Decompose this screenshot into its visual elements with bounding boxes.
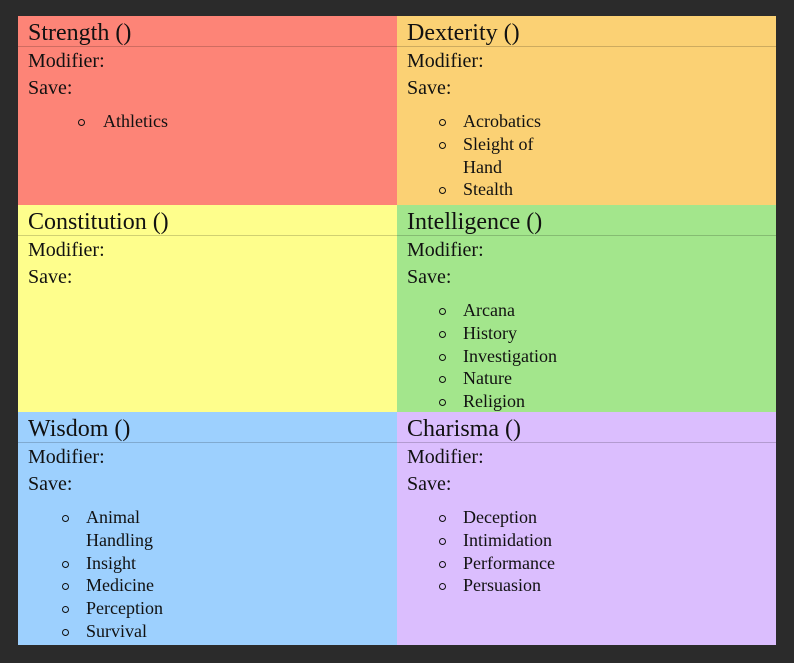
skill-item: Animal Handling: [62, 506, 168, 552]
bullet: [439, 119, 446, 126]
bullet: [439, 399, 446, 407]
bullet: [62, 515, 69, 522]
modifier-label: Modifier:: [407, 50, 484, 72]
bullet: [62, 583, 69, 591]
skill-name: History: [463, 322, 517, 343]
bullet: [439, 560, 446, 568]
title-rule: [18, 235, 397, 236]
skill-name: Athletics: [103, 111, 168, 131]
bullet: [62, 560, 69, 568]
save-label: Save:: [28, 266, 73, 288]
skill-name: Intimidation: [463, 529, 552, 550]
bullet: [439, 308, 446, 315]
save-label: Save:: [407, 266, 452, 288]
save-label: Save:: [28, 473, 73, 495]
skill-name: Medicine: [86, 575, 154, 596]
save-label: Save:: [407, 77, 452, 99]
skill-list: Acrobatics Sleight of Hand Stealth: [439, 110, 553, 201]
modifier-label: Modifier:: [28, 446, 105, 468]
ability-cell: Dexterity () Modifier: Save: Acrobatics Slei…: [397, 16, 776, 205]
title-rule: [397, 442, 776, 443]
ability-title: Constitution (): [28, 209, 169, 235]
skill-list: Deception Intimidation Performance Persuasi…: [439, 506, 663, 597]
skill-name: Investigation: [463, 345, 557, 366]
title-rule: [397, 46, 776, 47]
ability-title: Strength (): [28, 20, 132, 46]
ability-title: Charisma (): [407, 416, 521, 442]
skill-item: Nature: [439, 367, 663, 390]
skill-name: Animal Handling: [86, 507, 153, 550]
skill-list: Athletics: [78, 110, 303, 133]
skill-item: Deception: [439, 506, 663, 529]
bullet: [62, 628, 69, 636]
modifier-label: Modifier:: [407, 446, 484, 468]
skill-item: Investigation: [439, 345, 663, 368]
save-label: Save:: [28, 77, 73, 99]
bullet: [78, 119, 85, 126]
skill-item: Religion: [439, 390, 663, 412]
title-rule: [18, 442, 397, 443]
skill-name: Deception: [463, 507, 537, 527]
ability-cell: Wisdom () Modifier: Save: Animal Handling In…: [18, 412, 397, 645]
skill-name: Perception: [86, 598, 163, 619]
skill-item: Intimidation: [439, 529, 663, 552]
ability-cell: Intelligence () Modifier: Save: Arcana Histo…: [397, 205, 776, 412]
bullet: [439, 330, 446, 338]
skill-list: Animal Handling Insight Medicine Perception…: [62, 506, 168, 643]
skill-item: Survival: [62, 620, 168, 643]
skill-name: Acrobatics: [463, 111, 541, 131]
ability-title: Wisdom (): [28, 416, 131, 442]
bullet: [439, 515, 446, 522]
modifier-label: Modifier:: [28, 239, 105, 261]
save-label: Save:: [407, 473, 452, 495]
ability-grid: Strength () Modifier: Save: Athletics Dexter…: [18, 16, 776, 645]
skill-item: Arcana: [439, 299, 663, 322]
ability-title: Intelligence (): [407, 209, 543, 235]
skill-item: Sleight of Hand: [439, 133, 553, 179]
skill-item: Athletics: [78, 110, 303, 133]
bullet: [439, 537, 446, 545]
modifier-label: Modifier:: [28, 50, 105, 72]
skill-item: Medicine: [62, 574, 168, 597]
skill-name: Religion: [463, 391, 525, 412]
skill-item: Acrobatics: [439, 110, 553, 133]
modifier-label: Modifier:: [407, 239, 484, 261]
ability-cell: Charisma () Modifier: Save: Deception Intimi…: [397, 412, 776, 645]
skill-item: Stealth: [439, 178, 553, 201]
skill-item: Persuasion: [439, 574, 663, 597]
skill-name: Persuasion: [463, 575, 541, 596]
ability-cell: Constitution () Modifier: Save:: [18, 205, 397, 412]
skill-name: Sleight of Hand: [463, 133, 534, 177]
skill-item: Perception: [62, 597, 168, 620]
bullet: [439, 583, 446, 591]
bullet: [439, 353, 446, 361]
skill-item: Performance: [439, 552, 663, 575]
skill-name: Survival: [86, 620, 147, 641]
bullet: [439, 376, 446, 384]
skill-name: Arcana: [463, 300, 515, 320]
bullet: [439, 187, 446, 195]
ability-cell: Strength () Modifier: Save: Athletics: [18, 16, 397, 205]
title-rule: [397, 235, 776, 236]
skill-item: History: [439, 322, 663, 345]
skill-list: Arcana History Investigation Nature Religion: [439, 299, 663, 412]
bullet: [439, 141, 446, 149]
ability-title: Dexterity (): [407, 20, 520, 46]
skill-name: Insight: [86, 552, 137, 573]
skill-name: Performance: [463, 552, 555, 573]
bullet: [62, 606, 69, 614]
skill-name: Nature: [463, 368, 512, 389]
skill-name: Stealth: [463, 179, 513, 200]
skill-item: Insight: [62, 552, 168, 575]
title-rule: [18, 46, 397, 47]
